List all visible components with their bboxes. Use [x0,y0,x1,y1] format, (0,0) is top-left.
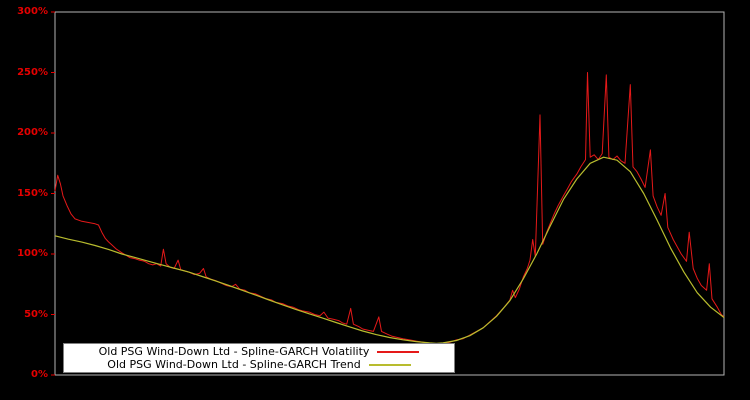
legend: Old PSG Wind-Down Ltd - Spline-GARCH Vol… [63,343,455,373]
legend-item-trend: Old PSG Wind-Down Ltd - Spline-GARCH Tre… [68,358,450,371]
legend-item-volatility: Old PSG Wind-Down Ltd - Spline-GARCH Vol… [68,345,450,358]
volatility-line [54,72,725,345]
y-axis-label: 50% [24,308,48,320]
y-axis-label: 0% [31,369,48,380]
legend-label-trend: Old PSG Wind-Down Ltd - Spline-GARCH Tre… [107,358,361,371]
y-axis-label: 150% [17,187,48,199]
trend-line [54,156,725,344]
y-axis-label: 200% [17,127,48,138]
y-axis-label: 250% [17,66,48,78]
volatility-line-sample [377,350,420,353]
plot-border [54,11,725,376]
y-axis-label: 100% [17,248,48,259]
legend-label-volatility: Old PSG Wind-Down Ltd - Spline-GARCH Vol… [98,345,370,358]
y-axis-label: 300% [17,6,48,17]
trend-line-sample [368,363,411,366]
